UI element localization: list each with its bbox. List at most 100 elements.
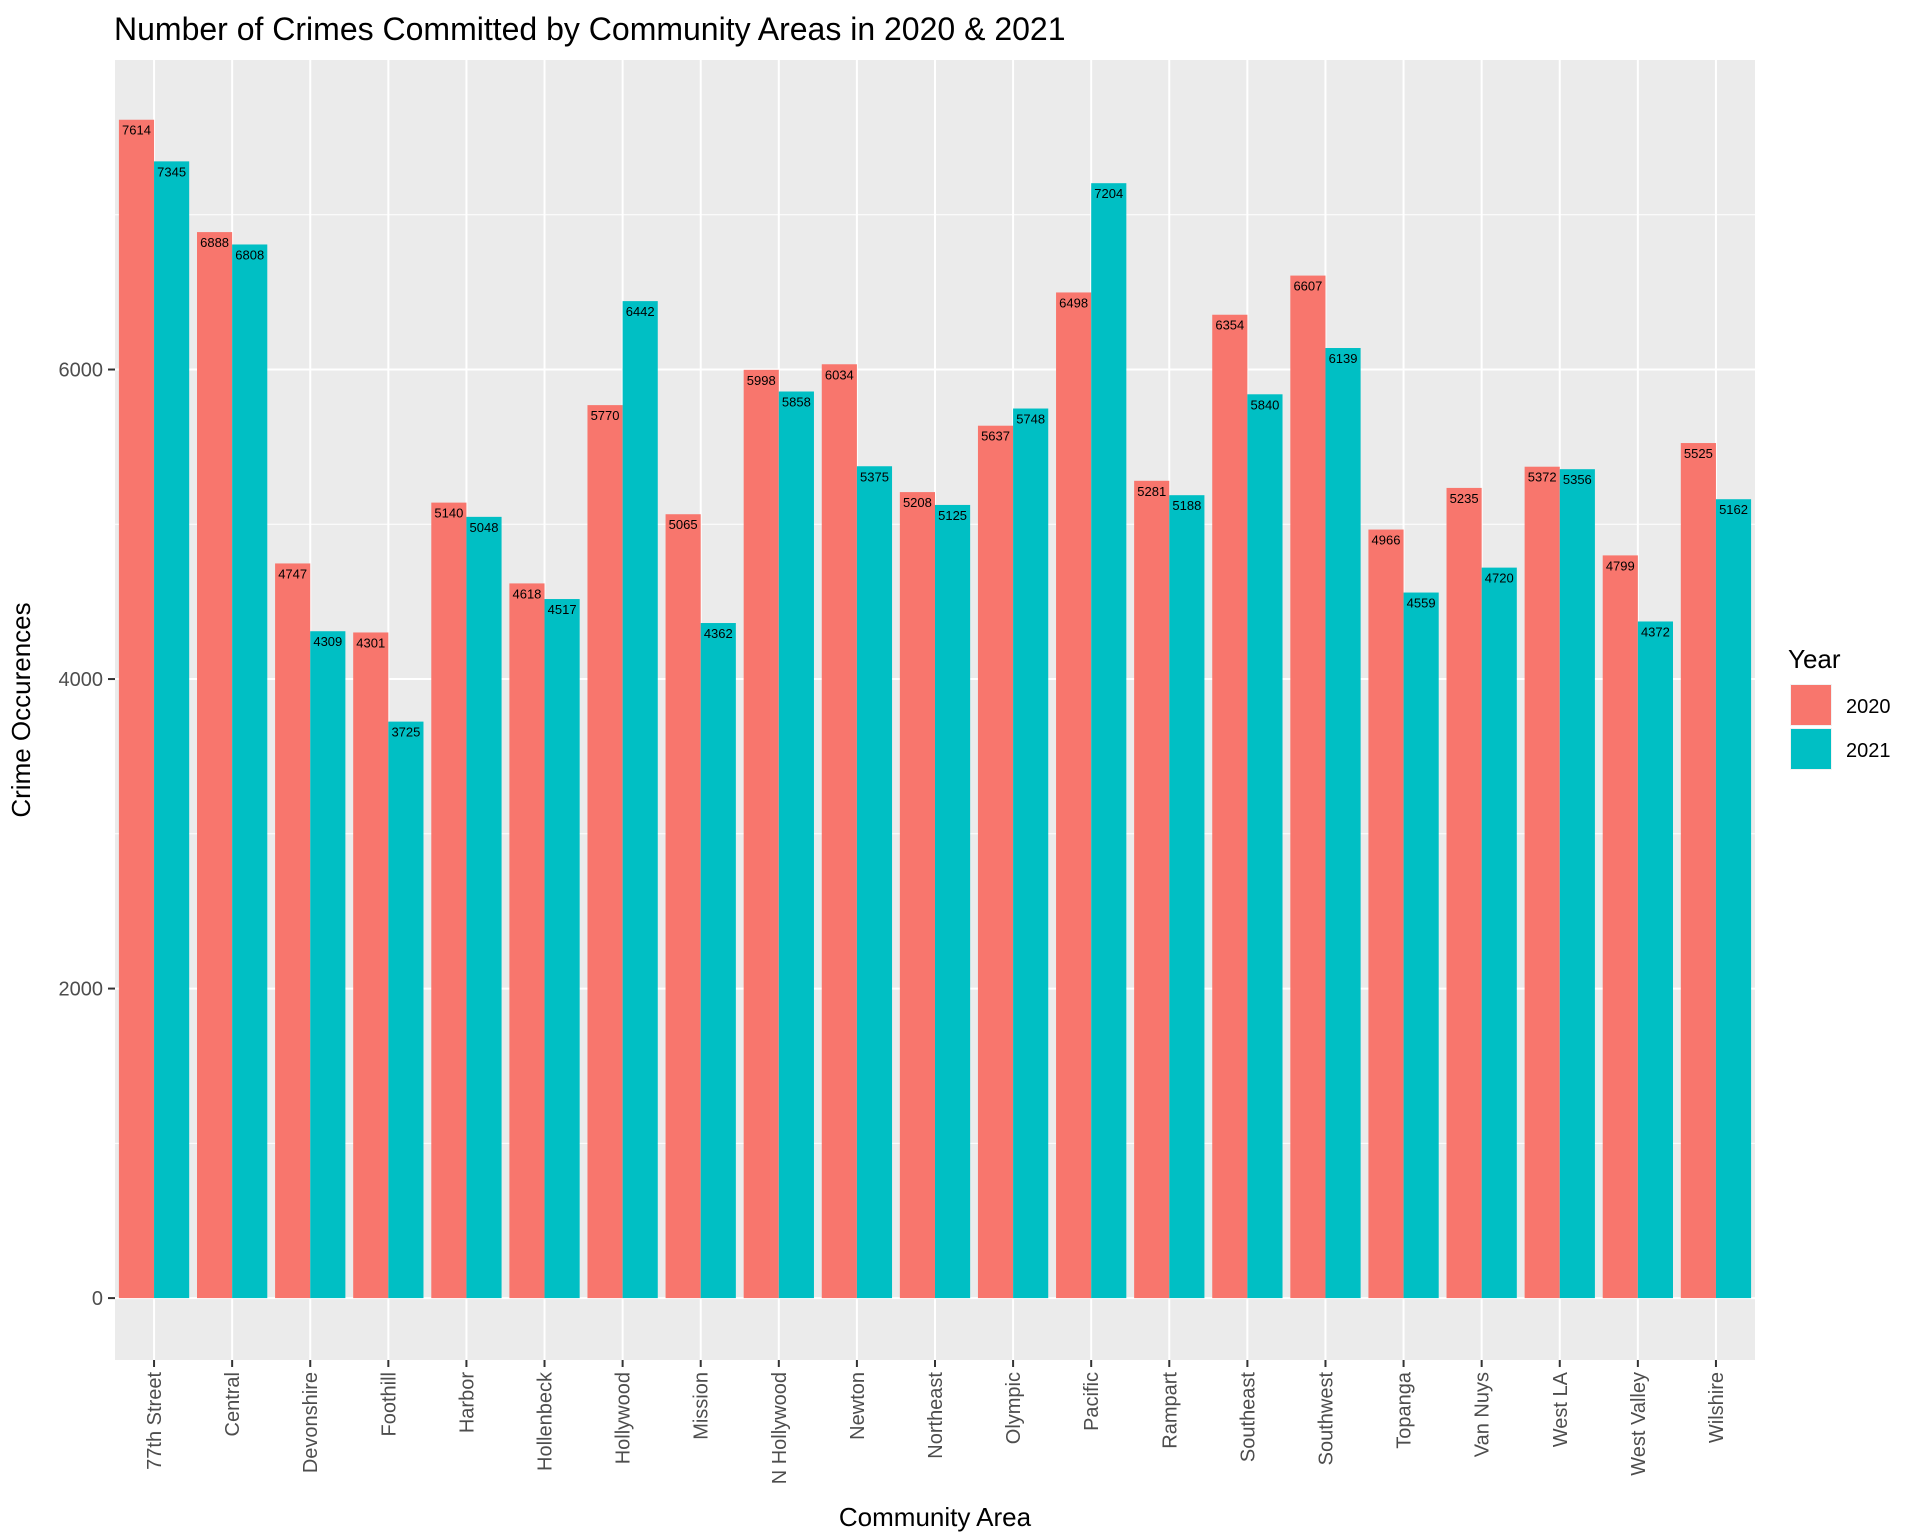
bar-label-2020: 4301 xyxy=(356,635,385,650)
bar-2021 xyxy=(1013,408,1049,1299)
y-tick-label: 6000 xyxy=(59,360,104,382)
x-tick-label: Pacific xyxy=(1081,1372,1103,1431)
bar-2021 xyxy=(1637,621,1673,1299)
bar-label-2020: 6607 xyxy=(1293,279,1322,294)
bar-2020 xyxy=(665,514,701,1299)
bar-label-2021: 5748 xyxy=(1016,412,1045,427)
x-tick-label: Hollenbeck xyxy=(535,1371,557,1471)
legend-swatch-2020 xyxy=(1791,685,1831,725)
x-tick-label: Topanga xyxy=(1394,1371,1416,1449)
x-tick-label: Southeast xyxy=(1237,1372,1259,1463)
bar-label-2021: 5840 xyxy=(1250,397,1279,412)
bar-label-2021: 4372 xyxy=(1641,624,1670,639)
bar-2021 xyxy=(1481,567,1517,1299)
y-axis: 0 2000 4000 6000 xyxy=(59,360,115,1310)
x-tick-label: West Valley xyxy=(1628,1372,1650,1476)
bar-2020 xyxy=(821,364,857,1299)
bar-2020 xyxy=(743,369,779,1299)
bar-2021 xyxy=(388,721,424,1299)
bar-2020 xyxy=(353,632,389,1299)
y-tick-label: 4000 xyxy=(59,669,104,691)
bar-2020 xyxy=(1134,480,1170,1299)
bar-label-2021: 6442 xyxy=(626,304,655,319)
bar-2021 xyxy=(700,623,736,1299)
bar-2020 xyxy=(1524,466,1560,1299)
bar-2021 xyxy=(232,244,268,1299)
bar-label-2020: 5525 xyxy=(1684,446,1713,461)
bar-label-2021: 4559 xyxy=(1407,596,1436,611)
x-axis: 77th Street Central Devonshire Foothill Harb… xyxy=(144,1360,1728,1484)
bar-label-2020: 5208 xyxy=(903,495,932,510)
bar-2020 xyxy=(1602,555,1638,1299)
bar-2021 xyxy=(1715,499,1752,1299)
x-tick-label: Harbor xyxy=(456,1372,478,1433)
x-tick-label: Newton xyxy=(847,1372,869,1440)
bar-label-2021: 4362 xyxy=(704,626,733,641)
bar-label-2021: 5188 xyxy=(1172,498,1201,513)
bar-2021 xyxy=(778,391,814,1299)
x-tick-label: 77th Street xyxy=(144,1372,166,1470)
bar-label-2021: 5162 xyxy=(1719,502,1748,517)
y-axis-title: Crime Occurences xyxy=(6,602,36,817)
bar-label-2021: 6808 xyxy=(235,247,264,262)
x-tick-label: Foothill xyxy=(378,1372,400,1436)
bar-label-2021: 3725 xyxy=(391,725,420,740)
bar-label-2020: 5065 xyxy=(669,517,698,532)
x-tick-label: Olympic xyxy=(1003,1372,1025,1444)
bar-label-2020: 5998 xyxy=(747,373,776,388)
x-tick-label: Central xyxy=(222,1372,244,1436)
y-tick-label: 2000 xyxy=(59,979,104,1001)
x-tick-label: Van Nuys xyxy=(1472,1372,1494,1457)
bar-2020 xyxy=(197,232,233,1299)
chart-title: Number of Crimes Committed by Community … xyxy=(114,11,1066,47)
bar-labels: 7614 7345 6888 6808 4747 4309 4301 3725 5140 5048… xyxy=(122,123,1748,740)
bar-label-2021: 5356 xyxy=(1563,472,1592,487)
bar-2021 xyxy=(1091,183,1127,1299)
bar-label-2020: 5770 xyxy=(591,408,620,423)
bar-label-2021: 5048 xyxy=(470,520,499,535)
legend-label-2021: 2021 xyxy=(1846,740,1891,762)
bar-label-2020: 5140 xyxy=(434,506,463,521)
bar-2021 xyxy=(1247,394,1283,1299)
bar-label-2020: 6354 xyxy=(1215,318,1244,333)
bar-label-2020: 4747 xyxy=(278,566,307,581)
bar-2021 xyxy=(544,599,580,1299)
legend-label-2020: 2020 xyxy=(1846,696,1891,718)
bar-label-2020: 4799 xyxy=(1606,558,1635,573)
bar-label-2021: 5858 xyxy=(782,395,811,410)
x-tick-label: Wilshire xyxy=(1706,1372,1728,1443)
x-tick-label: Northeast xyxy=(925,1372,947,1459)
x-tick-label: West LA xyxy=(1550,1371,1572,1447)
bar-label-2021: 7204 xyxy=(1094,186,1123,201)
bar-2020 xyxy=(1680,443,1716,1299)
bar-label-2021: 4517 xyxy=(548,602,577,617)
x-tick-label: Southwest xyxy=(1315,1372,1337,1466)
legend-title: Year xyxy=(1788,644,1841,674)
bar-label-2020: 5281 xyxy=(1137,484,1166,499)
bar-2020 xyxy=(509,583,545,1299)
bar-2021 xyxy=(1403,592,1439,1299)
bar-2021 xyxy=(935,504,971,1299)
bar-2020 xyxy=(1212,314,1248,1299)
bar-2021 xyxy=(1325,348,1361,1299)
bar-label-2021: 5375 xyxy=(860,469,889,484)
bar-2020 xyxy=(587,405,623,1299)
bar-2021 xyxy=(154,161,190,1299)
bar-2020 xyxy=(1056,292,1092,1299)
bar-2021 xyxy=(310,631,346,1299)
bar-2020 xyxy=(1368,529,1404,1299)
bar-label-2020: 4966 xyxy=(1372,533,1401,548)
bar-label-2020: 5235 xyxy=(1450,491,1479,506)
legend-swatch-2021 xyxy=(1791,729,1831,769)
bar-label-2020: 6034 xyxy=(825,367,854,382)
bar-label-2020: 4618 xyxy=(512,586,541,601)
bar-2020 xyxy=(118,119,155,1299)
bar-2020 xyxy=(431,502,467,1299)
bar-2021 xyxy=(1169,495,1205,1299)
x-tick-label: Rampart xyxy=(1159,1372,1181,1449)
x-axis-title: Community Area xyxy=(839,1502,1032,1532)
bar-2020 xyxy=(899,492,935,1299)
x-tick-label: Devonshire xyxy=(300,1372,322,1473)
bar-label-2021: 7345 xyxy=(157,164,186,179)
